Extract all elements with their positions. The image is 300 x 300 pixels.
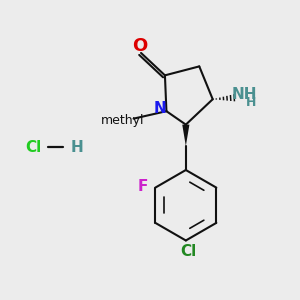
Polygon shape xyxy=(182,124,189,146)
Text: H: H xyxy=(70,140,83,154)
Text: N: N xyxy=(154,101,166,116)
Text: Cl: Cl xyxy=(181,244,197,259)
Text: Cl: Cl xyxy=(26,140,42,154)
Text: O: O xyxy=(132,38,147,56)
Text: H: H xyxy=(245,96,256,109)
Text: F: F xyxy=(138,178,148,194)
Text: methyl: methyl xyxy=(100,114,144,127)
Text: NH: NH xyxy=(232,87,257,102)
